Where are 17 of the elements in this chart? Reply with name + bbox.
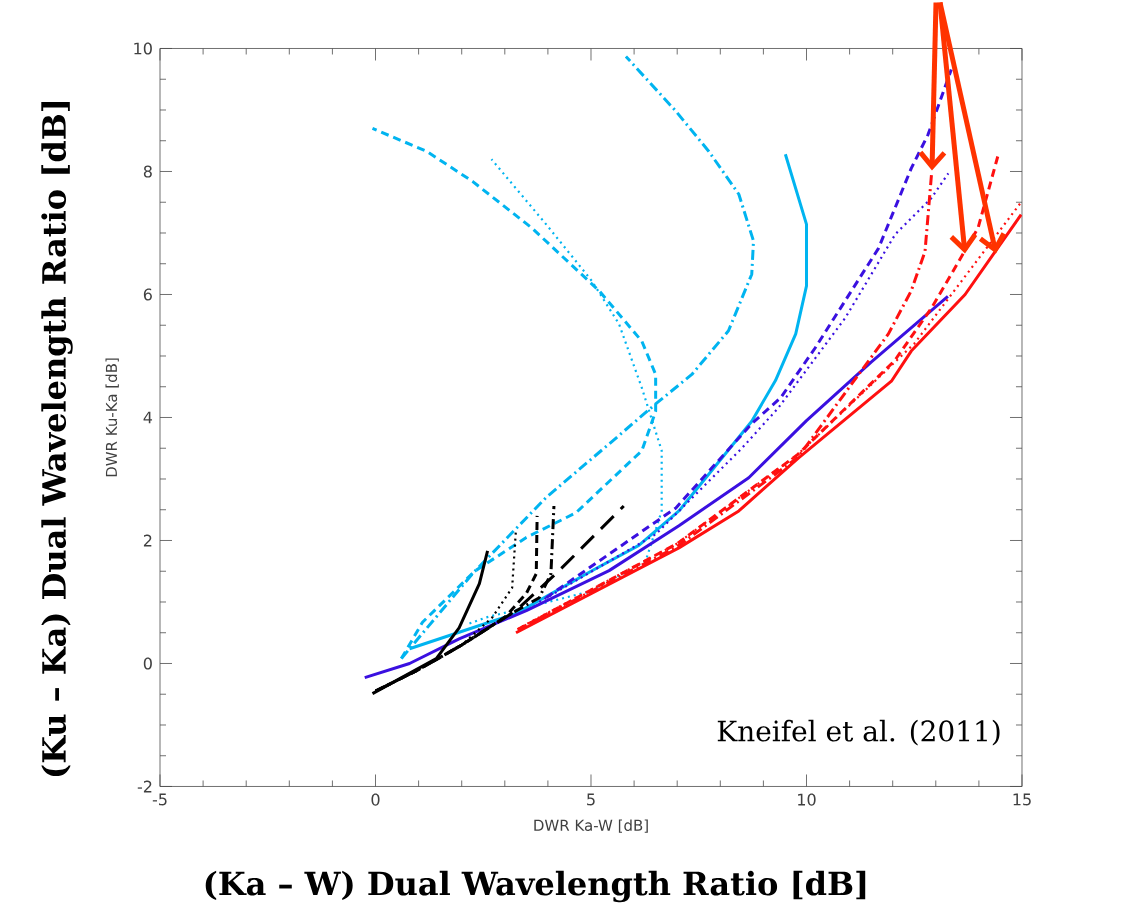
x-tick-label: -5 xyxy=(152,793,167,806)
y-tick-label: 0 xyxy=(143,657,152,670)
x-tick-label: 5 xyxy=(587,793,595,806)
x-tick-label: 0 xyxy=(371,793,380,806)
x-axis-title: DWR Ka-W [dB] xyxy=(534,819,648,833)
y-tick-label: -2 xyxy=(137,780,152,793)
text: (Ka – W) Dual Wavelength Ratio [dB] xyxy=(205,870,866,902)
x-tick-label: 15 xyxy=(1013,793,1031,806)
y-tick-label: 2 xyxy=(143,534,152,547)
y-tick-label: 10 xyxy=(134,42,152,55)
x-tick-label: 10 xyxy=(798,793,816,806)
y-tick-label: 8 xyxy=(143,165,152,178)
annotation: Kneifel et al. (2011) xyxy=(717,719,1000,746)
y-tick-label: 4 xyxy=(143,411,153,424)
y-tick-label: 6 xyxy=(143,288,152,301)
y-axis-title: DWR Ku-Ka [dB] xyxy=(105,358,119,477)
text: (Ku – Ka) Dual Wavelength Ratio [dB] xyxy=(41,101,73,776)
